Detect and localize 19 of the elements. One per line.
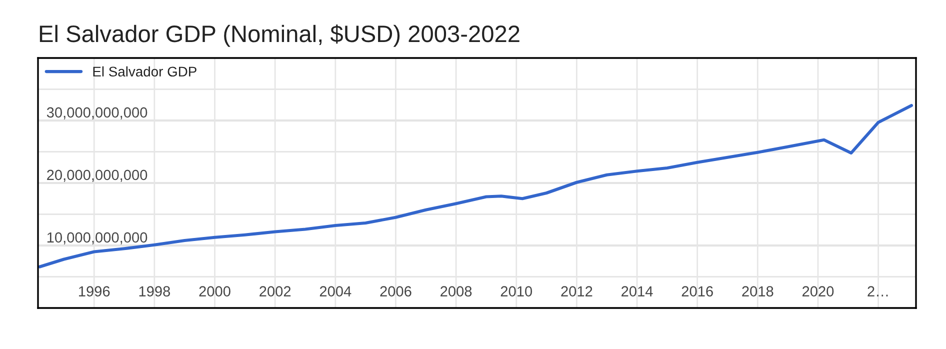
- y-tick-label: 10,000,000,000: [47, 232, 148, 244]
- y-tick-label: 20,000,000,000: [47, 170, 148, 182]
- y-tick-label: 30,000,000,000: [46, 107, 148, 120]
- x-tick-label: 2…: [868, 286, 888, 296]
- x-tick-label: 2018: [742, 286, 774, 296]
- x-tick-label: 2006: [380, 286, 412, 296]
- x-tick-label: 2004: [320, 286, 352, 296]
- chart-title: El Salvador GDP (Nominal, $USD) 2003-2022: [40, 24, 520, 47]
- x-tick-label: 2000: [199, 286, 230, 296]
- x-tick-label: 2008: [440, 286, 472, 296]
- x-tick-label: 1998: [139, 286, 170, 296]
- x-tick-label: 2010: [500, 286, 532, 296]
- x-tick-label: 2016: [682, 286, 713, 296]
- x-tick-label: 2014: [622, 286, 653, 296]
- x-tick-label: 2012: [561, 286, 592, 296]
- x-tick-label: 1996: [78, 286, 110, 296]
- x-tick-label: 2002: [260, 286, 291, 296]
- legend-label: El Salvador GDP: [93, 66, 196, 77]
- x-tick-label: 2020: [802, 286, 834, 296]
